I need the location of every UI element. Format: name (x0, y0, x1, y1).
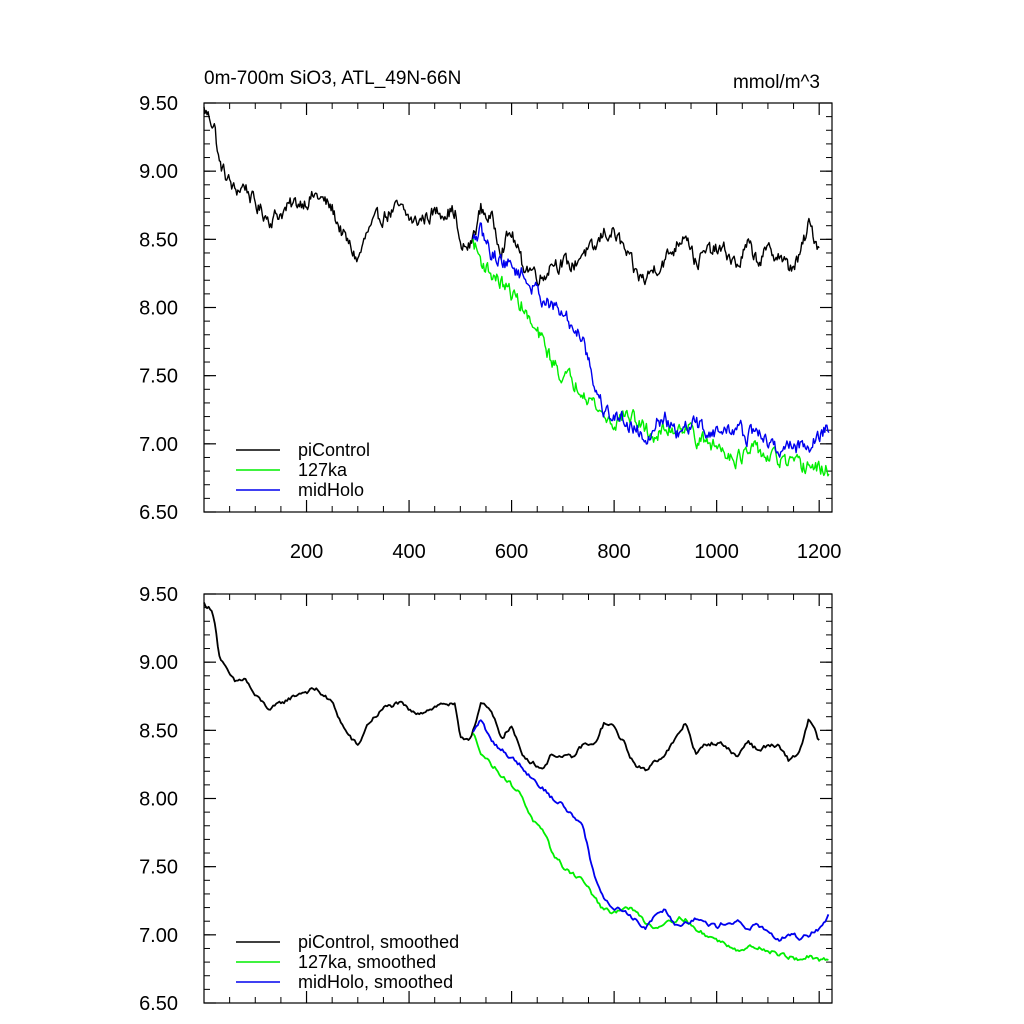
y-tick-label: 7.50 (139, 366, 178, 388)
y-tick-label: 8.00 (139, 789, 178, 811)
y-tick-label: 6.50 (139, 993, 178, 1015)
series-line-picontrol (203, 106, 820, 287)
x-tick-label: 800 (597, 541, 630, 563)
x-tick-label: 1200 (797, 541, 842, 563)
series-line-127ka-smoothed (472, 732, 829, 962)
x-tick-label: 600 (495, 541, 528, 563)
legend-label: 127ka (298, 460, 348, 480)
y-tick-label: 9.50 (139, 584, 178, 606)
legend-label: piControl, smoothed (298, 932, 459, 952)
y-tick-label: 8.00 (139, 298, 178, 320)
y-tick-label: 8.50 (139, 720, 178, 742)
series-line-midholo-smoothed (472, 719, 830, 942)
series-line-midholo (472, 222, 830, 458)
y-tick-label: 7.00 (139, 434, 178, 456)
units-label: mmol/m^3 (733, 72, 820, 93)
panel-top-series (203, 106, 830, 477)
panel-bottom-series (203, 602, 830, 962)
x-tick-label: 400 (392, 541, 425, 563)
chart-title: 0m-700m SiO3, ATL_49N-66N (204, 68, 461, 89)
legend-label: midHolo (298, 480, 364, 500)
panel-top: 0m-700m SiO3, ATL_49N-66N mmol/m^3 9.509… (139, 68, 841, 563)
y-tick-label: 7.00 (139, 925, 178, 947)
y-tick-label: 7.50 (139, 857, 178, 879)
panel-top-axes: 9.50 9.00 8.50 8.00 7.50 7.00 6.50 200 400 600 800… (139, 93, 841, 563)
y-tick-label: 8.50 (139, 229, 178, 251)
y-tick-label: 9.00 (139, 161, 178, 183)
panel-bottom: 9.50 9.00 8.50 8.00 7.50 7.00 6.50 piControl, … (139, 584, 833, 1015)
series-line-picontrol-smoothed (203, 602, 820, 772)
legend-label: 127ka, smoothed (298, 952, 436, 972)
y-tick-label: 9.00 (139, 652, 178, 674)
y-tick-label: 6.50 (139, 502, 178, 524)
y-tick-label: 9.50 (139, 93, 178, 115)
panel-bottom-axes: 9.50 9.00 8.50 8.00 7.50 7.00 6.50 (139, 584, 833, 1015)
legend-label: midHolo, smoothed (298, 972, 453, 992)
x-tick-label: 1000 (694, 541, 739, 563)
x-tick-label: 200 (290, 541, 323, 563)
legend-label: piControl (298, 440, 370, 460)
